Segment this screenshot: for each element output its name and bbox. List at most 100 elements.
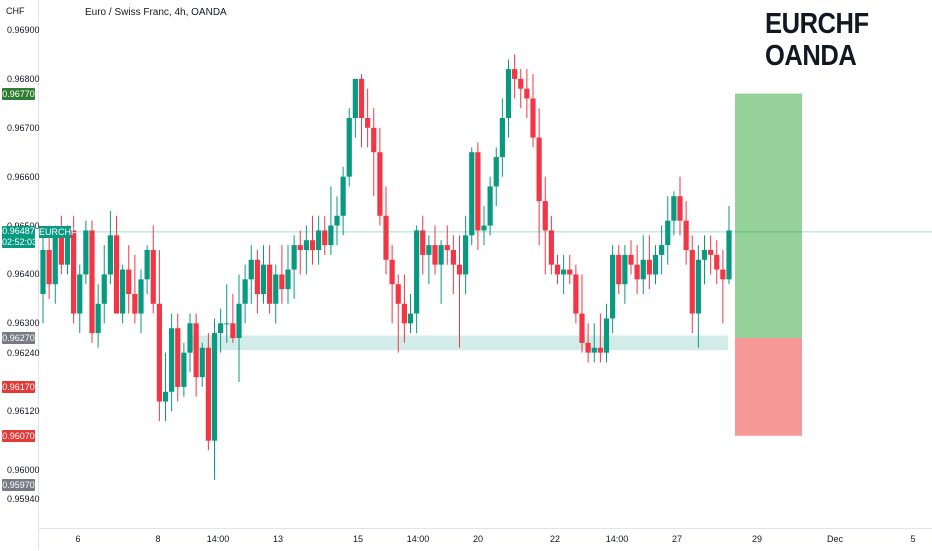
current-price-label: 0.96487 02:52:03 xyxy=(2,225,37,248)
candle xyxy=(303,225,309,275)
candle xyxy=(518,69,524,109)
candle xyxy=(175,313,181,402)
candle-body xyxy=(420,230,426,255)
candle-body xyxy=(365,118,371,128)
candle-body xyxy=(634,264,640,280)
candle xyxy=(665,196,671,265)
candle xyxy=(469,147,475,246)
candle xyxy=(463,215,469,294)
time-tick: 14:00 xyxy=(206,534,230,544)
candle xyxy=(95,284,101,348)
candle-body xyxy=(156,303,162,402)
chart-plot-area[interactable]: Euro / Swiss Franc, 4h, OANDA EURCHF OAN… xyxy=(39,0,932,528)
candle-body xyxy=(505,69,512,118)
time-tick: 20 xyxy=(472,534,484,544)
price-tick: 0.96120 xyxy=(7,406,40,417)
candle xyxy=(89,220,95,343)
candle-body xyxy=(144,250,150,280)
candle-body xyxy=(481,225,487,231)
candle xyxy=(726,206,732,285)
candlestick-chart[interactable] xyxy=(39,0,932,528)
candle xyxy=(493,147,499,206)
candle xyxy=(358,74,365,148)
candle-body xyxy=(561,269,567,275)
candle-body xyxy=(77,274,83,314)
price-tick: 0.96500 xyxy=(7,221,40,231)
candle xyxy=(616,245,622,294)
candle-body xyxy=(469,152,475,236)
candle-body xyxy=(322,230,328,246)
candle-body xyxy=(640,259,646,280)
candle-body xyxy=(659,245,665,255)
candle xyxy=(640,235,646,294)
candle xyxy=(291,235,297,299)
time-tick: 14:00 xyxy=(406,534,430,544)
candle-body xyxy=(475,152,481,231)
candle-body xyxy=(708,250,714,255)
candle xyxy=(126,245,132,314)
candle-body xyxy=(714,254,720,270)
candle xyxy=(138,269,144,334)
candle-body xyxy=(273,274,279,304)
candle-body xyxy=(652,254,659,275)
candle-body xyxy=(512,69,518,79)
candle xyxy=(444,225,450,265)
overlay-symbol: EURCHF xyxy=(765,8,869,40)
candle xyxy=(573,264,579,324)
candle-body xyxy=(683,220,689,250)
candle xyxy=(487,176,493,236)
price-label: 0.95970 xyxy=(2,478,35,491)
candle-body xyxy=(726,230,732,280)
candle-body xyxy=(340,176,346,216)
candle-body xyxy=(254,259,260,294)
candle-body xyxy=(242,279,248,304)
candle-body xyxy=(187,323,193,353)
candle-body xyxy=(193,323,199,378)
candle xyxy=(144,245,150,294)
candle xyxy=(567,254,573,285)
candle-body xyxy=(383,215,389,260)
candle-body xyxy=(720,269,726,280)
candle-body xyxy=(701,250,708,260)
candle xyxy=(316,215,322,265)
price-label: 0.96170 xyxy=(2,380,35,393)
candle xyxy=(279,245,285,304)
candle xyxy=(499,98,505,177)
candle-body xyxy=(358,78,365,118)
candle xyxy=(187,313,193,373)
candle-body xyxy=(211,333,218,441)
candle xyxy=(561,254,567,294)
price-label: 0.96770 xyxy=(2,87,35,100)
candle-body xyxy=(101,274,107,304)
candle-body xyxy=(40,250,46,294)
price-tick: 0.96600 xyxy=(7,171,40,182)
candle-body xyxy=(456,264,463,275)
candle xyxy=(671,191,677,236)
candle xyxy=(248,245,254,304)
candle-body xyxy=(603,318,610,353)
price-tick: 0.96300 xyxy=(7,318,40,329)
candle xyxy=(512,54,518,99)
candle-body xyxy=(71,230,77,314)
candle xyxy=(536,108,542,246)
candle xyxy=(689,235,695,334)
candle xyxy=(224,284,230,343)
candle-body xyxy=(567,269,573,275)
candle xyxy=(254,250,260,314)
candle xyxy=(683,201,689,265)
candle-body xyxy=(646,259,652,275)
candle xyxy=(162,352,169,422)
candle-body xyxy=(58,235,64,265)
candle xyxy=(383,186,389,275)
overlay-title: EURCHF OANDA xyxy=(765,8,869,72)
candle xyxy=(181,342,187,397)
candle-body xyxy=(95,303,101,334)
candle-body xyxy=(126,269,132,294)
time-axis[interactable]: 6 8 14:00 13 15 14:00 20 22 14:00 27 29 Dec 5 xyxy=(39,528,932,551)
price-axis[interactable]: CHF 0.969000.968000.967000.966000.965000… xyxy=(0,0,40,550)
candle xyxy=(628,240,634,275)
candle-body xyxy=(267,264,273,304)
price-label: 0.96270 xyxy=(2,332,35,344)
candle xyxy=(309,215,316,265)
candle-body xyxy=(432,245,438,265)
